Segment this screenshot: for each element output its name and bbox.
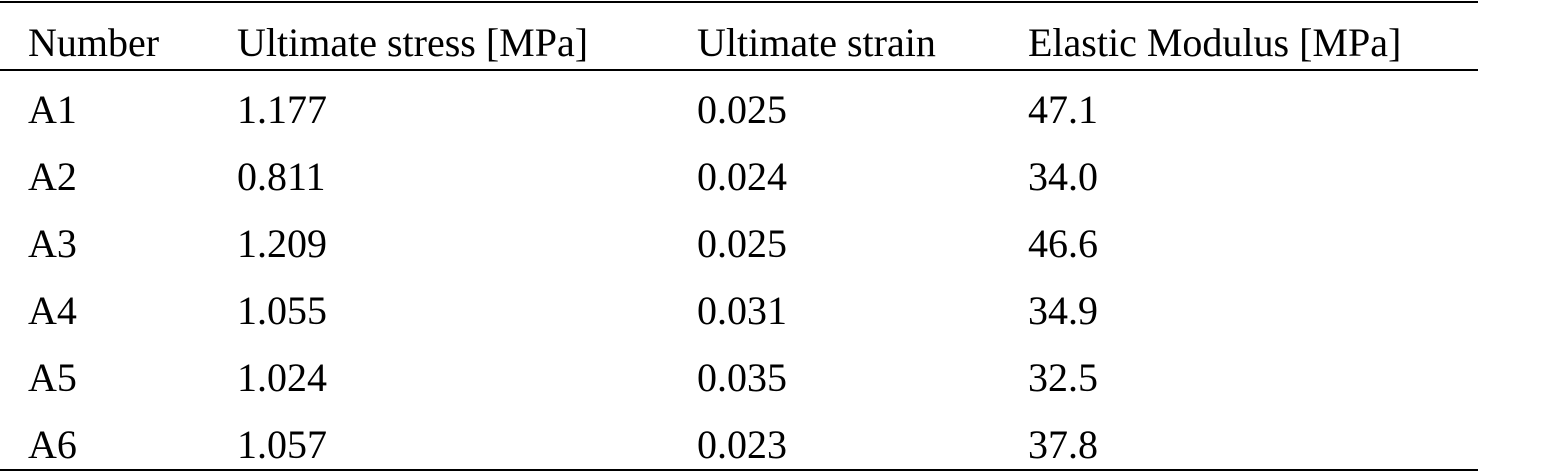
table-cell: A2: [28, 154, 77, 199]
table-cell: 46.6: [1028, 221, 1098, 266]
header-cell: Ultimate strain: [697, 20, 936, 65]
table-cell: 1.209: [237, 221, 327, 266]
header-cell: Ultimate stress [MPa]: [237, 20, 589, 65]
table-cell: 0.025: [697, 221, 787, 266]
top-rule: [0, 1, 1478, 3]
table-cell: 1.024: [237, 355, 327, 400]
table-cell: 0.025: [697, 87, 787, 132]
header-cell: Number: [28, 20, 160, 65]
table-cell: A6: [28, 422, 77, 467]
table-cell: 37.8: [1028, 422, 1098, 467]
table-cell: 0.024: [697, 154, 787, 199]
table-cell: 47.1: [1028, 87, 1098, 132]
table-cell: 0.023: [697, 422, 787, 467]
table-cell: 32.5: [1028, 355, 1098, 400]
table-cell: A1: [28, 87, 77, 132]
table-cell: 1.177: [237, 87, 327, 132]
table-cell: 1.057: [237, 422, 327, 467]
table-cell: 1.055: [237, 288, 327, 333]
table-cell: 0.035: [697, 355, 787, 400]
header-cell: Elastic Modulus [MPa]: [1028, 20, 1402, 65]
table-cell: A4: [28, 288, 77, 333]
bottom-rule: [0, 469, 1478, 471]
table-cell: 0.811: [237, 154, 326, 199]
table-cell: 34.0: [1028, 154, 1098, 199]
table-cell: 34.9: [1028, 288, 1098, 333]
table-cell: A3: [28, 221, 77, 266]
table-cell: A5: [28, 355, 77, 400]
table-cell: 0.031: [697, 288, 787, 333]
header-rule: [0, 69, 1478, 71]
